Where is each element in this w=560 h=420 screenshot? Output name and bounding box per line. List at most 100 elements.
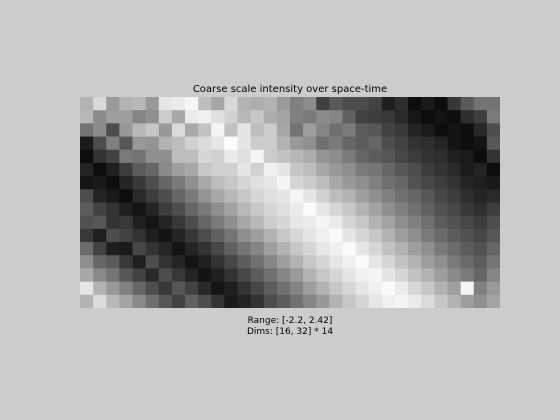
heatmap-cell	[486, 215, 500, 230]
heatmap-cell	[368, 294, 383, 308]
heatmap-cell	[132, 176, 147, 190]
heatmap-cell	[237, 136, 252, 151]
heatmap-cell	[408, 123, 422, 138]
heatmap-cell	[290, 228, 304, 243]
heatmap-cell	[224, 149, 238, 164]
heatmap-cell	[106, 189, 120, 204]
heatmap-cell	[329, 149, 343, 164]
heatmap-cell	[132, 136, 147, 151]
heatmap-cell	[473, 294, 488, 308]
heatmap-cell	[276, 255, 291, 269]
heatmap-cell	[486, 281, 500, 296]
heatmap-cell	[80, 202, 94, 217]
heatmap-cell	[250, 189, 265, 204]
heatmap-cell	[355, 97, 370, 111]
heatmap-cell	[303, 281, 317, 296]
heatmap-cell	[355, 189, 370, 204]
heatmap-cell	[80, 97, 94, 111]
heatmap-cell	[303, 294, 317, 308]
heatmap-cell	[460, 242, 475, 256]
heatmap-cell	[237, 281, 252, 296]
heatmap-cell	[119, 281, 133, 296]
heatmap-cell	[460, 189, 475, 204]
heatmap-cell	[381, 176, 396, 190]
heatmap-cell	[211, 242, 225, 256]
heatmap-cell	[171, 242, 186, 256]
heatmap-cell	[198, 242, 212, 256]
heatmap-cell	[303, 242, 317, 256]
heatmap-cell	[381, 149, 396, 164]
heatmap-cell	[486, 202, 500, 217]
heatmap-cell	[106, 202, 120, 217]
heatmap-cell	[447, 255, 462, 269]
heatmap-cell	[290, 110, 304, 124]
heatmap-cell	[408, 162, 422, 177]
heatmap-cell	[224, 268, 238, 283]
heatmap-cell	[171, 162, 186, 177]
heatmap-cell	[408, 268, 422, 283]
heatmap-cell	[329, 202, 343, 217]
heatmap-cell	[447, 189, 462, 204]
heatmap-cell	[145, 268, 160, 283]
heatmap-cell	[473, 268, 488, 283]
heatmap-cell	[211, 162, 225, 177]
heatmap-cell	[224, 202, 238, 217]
heatmap-cell	[250, 149, 265, 164]
heatmap-cell	[447, 149, 462, 164]
heatmap-cell	[355, 202, 370, 217]
heatmap-cell	[224, 215, 238, 230]
heatmap-cell	[211, 149, 225, 164]
heatmap-cell	[198, 149, 212, 164]
heatmap-cell	[460, 215, 475, 230]
heatmap-cell	[447, 215, 462, 230]
heatmap-cell	[106, 97, 120, 111]
heatmap-cell	[237, 110, 252, 124]
heatmap-cell	[185, 202, 199, 217]
heatmap-cell	[80, 149, 94, 164]
heatmap-cell	[250, 162, 265, 177]
heatmap-cell	[447, 268, 462, 283]
heatmap-cell	[447, 294, 462, 308]
heatmap-cell	[303, 176, 317, 190]
chart-title: Coarse scale intensity over space-time	[192, 84, 388, 95]
heatmap-cell	[473, 255, 488, 269]
heatmap-cell	[263, 294, 278, 308]
heatmap-cell	[421, 176, 435, 190]
heatmap-cell	[211, 268, 225, 283]
heatmap-cell	[93, 97, 107, 111]
heatmap-cell	[316, 242, 330, 256]
heatmap-cell	[224, 255, 238, 269]
heatmap-cell	[237, 189, 252, 204]
heatmap-cell	[329, 97, 343, 111]
heatmap-cell	[250, 202, 265, 217]
heatmap-cell	[460, 268, 475, 283]
heatmap-cell	[158, 97, 173, 111]
heatmap-cell	[381, 215, 396, 230]
heatmap-cell	[473, 97, 488, 111]
heatmap-cell	[263, 281, 278, 296]
heatmap-cell	[211, 136, 225, 151]
heatmap-cell	[303, 149, 317, 164]
heatmap-cell	[237, 242, 252, 256]
heatmap-cell	[486, 149, 500, 164]
heatmap-cell	[473, 149, 488, 164]
heatmap-cell	[434, 268, 448, 283]
heatmap-cell	[355, 162, 370, 177]
heatmap-cell	[80, 294, 94, 308]
heatmap-cell	[316, 136, 330, 151]
heatmap-cell	[395, 189, 409, 204]
heatmap-cell	[276, 149, 291, 164]
heatmap-cell	[329, 294, 343, 308]
heatmap-cell	[80, 123, 94, 138]
heatmap-cell	[237, 149, 252, 164]
heatmap-cell	[198, 189, 212, 204]
heatmap-cell	[434, 189, 448, 204]
heatmap-cell	[316, 123, 330, 138]
heatmap-cell	[316, 162, 330, 177]
heatmap-cell	[473, 228, 488, 243]
heatmap-cell	[342, 136, 357, 151]
heatmap-cell	[158, 123, 173, 138]
heatmap-cell	[250, 242, 265, 256]
heatmap-cell	[355, 281, 370, 296]
heatmap-cell	[395, 268, 409, 283]
